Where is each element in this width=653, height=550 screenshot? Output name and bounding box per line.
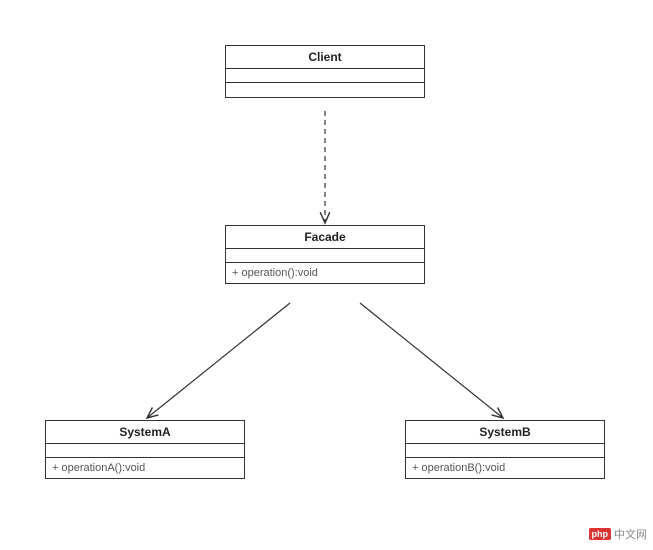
uml-class-systemb: SystemB + operationB():void [405, 420, 605, 479]
systemb-methods: + operationB():void [406, 458, 604, 478]
systema-methods: + operationA():void [46, 458, 244, 478]
watermark-text: 中文网 [614, 526, 647, 542]
watermark-logo: php [589, 528, 612, 540]
systemb-attributes [406, 444, 604, 458]
facade-attributes [226, 249, 424, 263]
facade-methods: + operation():void [226, 263, 424, 283]
uml-class-client: Client [225, 45, 425, 98]
uml-class-systema: SystemA + operationA():void [45, 420, 245, 479]
systema-title: SystemA [46, 421, 244, 444]
watermark: php 中文网 [589, 526, 648, 542]
client-methods [226, 83, 424, 97]
client-attributes [226, 69, 424, 83]
uml-class-facade: Facade + operation():void [225, 225, 425, 284]
edge-facade-systemb [360, 303, 503, 418]
edge-facade-systema [147, 303, 290, 418]
systemb-title: SystemB [406, 421, 604, 444]
facade-title: Facade [226, 226, 424, 249]
client-title: Client [226, 46, 424, 69]
systema-attributes [46, 444, 244, 458]
